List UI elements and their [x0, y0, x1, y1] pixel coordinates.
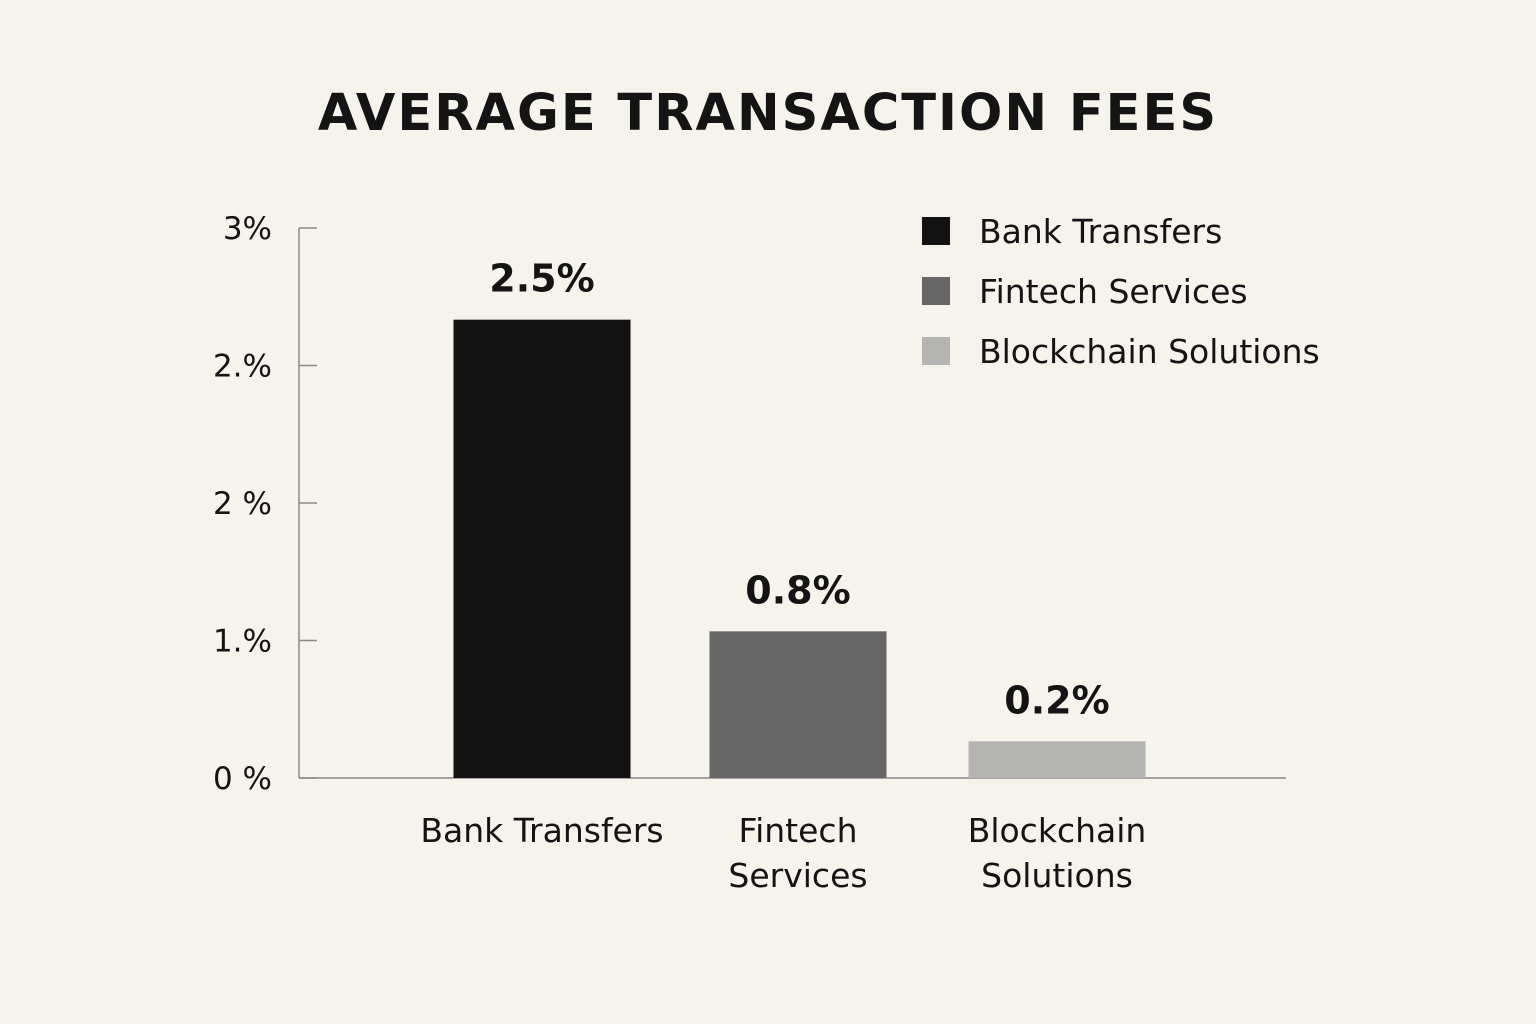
y-tick-label: 2.%	[213, 349, 272, 385]
bar	[968, 741, 1146, 778]
bar	[453, 319, 631, 778]
bars: 2.5% Bank Transfers 0.8% Fintech Services 0.2…	[420, 257, 1146, 895]
legend-swatch	[922, 217, 950, 245]
legend: Bank Transfers Fintech Services Blockchain…	[922, 212, 1320, 371]
legend-swatch	[922, 277, 950, 305]
y-tick-label: 0 %	[213, 761, 272, 797]
x-category-label: Blockchain Solutions	[968, 811, 1147, 895]
legend-label: Fintech Services	[979, 272, 1248, 311]
chart-title: AVERAGE TRANSACTION FEES	[317, 84, 1219, 143]
bar-value-label: 0.2%	[1004, 678, 1109, 722]
y-tick-label: 3%	[223, 211, 272, 247]
bar	[709, 631, 887, 778]
legend-label: Bank Transfers	[979, 212, 1222, 251]
bar-value-label: 0.8%	[745, 568, 850, 612]
bar-value-label: 2.5%	[489, 257, 594, 301]
x-category-label: Bank Transfers	[420, 811, 663, 850]
y-tick-label: 1.%	[213, 624, 272, 660]
legend-swatch	[922, 337, 950, 365]
y-tick-label: 2 %	[213, 486, 272, 522]
x-category-label: Fintech Services	[728, 811, 867, 895]
legend-label: Blockchain Solutions	[979, 332, 1320, 371]
